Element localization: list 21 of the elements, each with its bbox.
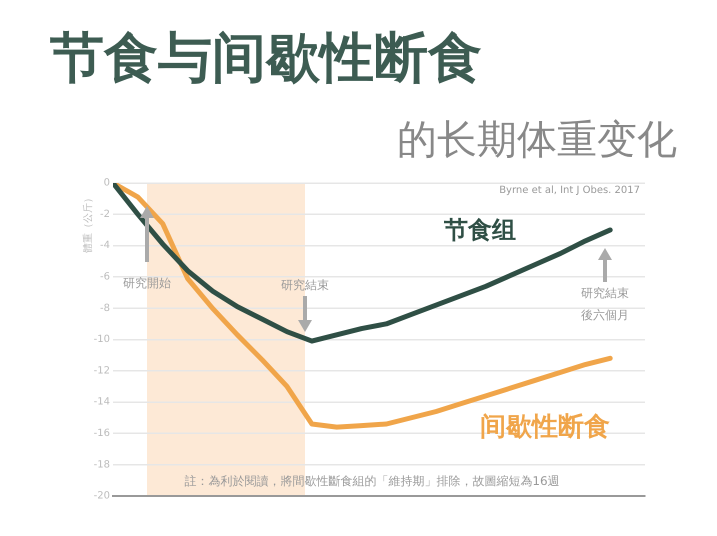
annotation: 研究結束: [280, 277, 330, 294]
annotation: 研究結束後六個月: [580, 285, 630, 324]
annotation: 研究開始: [122, 275, 172, 292]
y-axis-title: 體重（公斤）: [82, 193, 95, 253]
series-label: 间歇性断食: [480, 412, 610, 442]
y-tick-label: -16: [94, 428, 110, 439]
annotation: 註：為利於閱讀，將間歇性斷食組的「維持期」排除，故圖縮短為16週: [183, 473, 561, 490]
annotation: Byrne et al, Int J Obes. 2017: [498, 184, 640, 198]
y-tick-label: -4: [100, 240, 110, 252]
series-label: 节食组: [443, 216, 516, 244]
chart-subtitle: 的长期体重变化: [397, 116, 677, 165]
chart-title: 节食与间歇性断食: [50, 25, 482, 91]
y-tick-label: -12: [94, 365, 110, 376]
y-tick-label: -20: [94, 490, 110, 502]
y-tick-label: -8: [100, 302, 110, 314]
y-tick-label: -10: [94, 334, 110, 346]
y-tick-label: -6: [100, 271, 110, 282]
y-tick-label: -14: [94, 396, 110, 408]
y-tick-label: -2: [100, 208, 110, 220]
y-tick-label: -18: [94, 459, 110, 470]
y-tick-label: 0: [104, 178, 110, 189]
